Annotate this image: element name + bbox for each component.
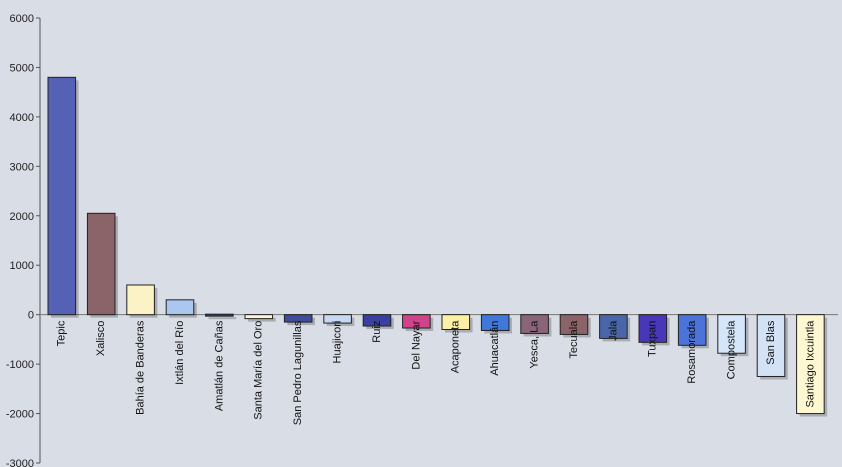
category-label: Rosamorada — [686, 320, 698, 384]
bar — [638, 314, 668, 343]
bar — [205, 313, 234, 317]
bar — [520, 314, 549, 334]
y-tick-label: -1000 — [6, 359, 34, 371]
category-label: Ixtlán del Río — [174, 321, 186, 385]
bar — [756, 314, 786, 377]
category-label: Tecuala — [568, 320, 580, 359]
y-tick-label: 3000 — [10, 161, 34, 173]
bar — [599, 314, 628, 339]
bar — [480, 314, 510, 331]
category-label: Amatlán de Cañas — [213, 320, 225, 411]
bar-shadow — [248, 317, 276, 322]
y-tick-label: -3000 — [6, 458, 34, 467]
y-tick-label: 1000 — [10, 260, 34, 272]
bar — [86, 212, 116, 316]
bar — [283, 314, 313, 323]
bar — [323, 314, 352, 324]
category-label: Tepic — [56, 320, 68, 346]
bar — [717, 314, 746, 354]
category-label: Xalisco — [95, 321, 107, 356]
bar — [244, 314, 274, 320]
bar-shadow — [208, 317, 237, 320]
category-label: San Pedro Lagunillas — [292, 320, 304, 425]
y-tick-label: 6000 — [10, 13, 34, 25]
bar — [126, 284, 155, 316]
y-tick-label: 5000 — [10, 62, 34, 74]
bar — [796, 314, 825, 415]
category-label: Compostela — [725, 320, 737, 380]
bars — [47, 76, 828, 417]
category-label: Acaponeta — [450, 320, 462, 373]
category-label: Santa María del Oro — [253, 321, 265, 420]
y-tick-label: 0 — [28, 310, 34, 322]
bar — [165, 299, 195, 316]
category-label: Jala — [607, 320, 619, 341]
category-label: San Blas — [765, 320, 777, 365]
bar — [441, 314, 471, 330]
category-label: Bahía de Banderas — [134, 320, 146, 415]
category-label: Ruiz — [371, 321, 383, 343]
bar — [47, 76, 77, 316]
category-label: Huajicori — [331, 321, 343, 364]
y-tick-label: 2000 — [10, 211, 34, 223]
bar — [677, 314, 707, 346]
bar — [362, 314, 392, 327]
category-label: Tuxpan — [647, 321, 659, 357]
y-axis-ticks: 6000 5000 4000 3000 2000 1000 0 -1000 -2000 -3000 — [6, 13, 40, 467]
bar — [559, 314, 589, 335]
category-label: Santiago Ixcuintla — [804, 320, 816, 408]
y-tick-label: -2000 — [6, 409, 34, 421]
category-labels: Tepic Xalisco Bahía de Banderas Ixtlán del … — [56, 320, 817, 425]
category-label: Yesca, La — [528, 320, 540, 369]
bar — [402, 314, 431, 329]
y-tick-label: 4000 — [10, 112, 34, 124]
category-label: Ahuacatlán — [489, 321, 501, 376]
category-label: Del Nayar — [410, 320, 422, 369]
